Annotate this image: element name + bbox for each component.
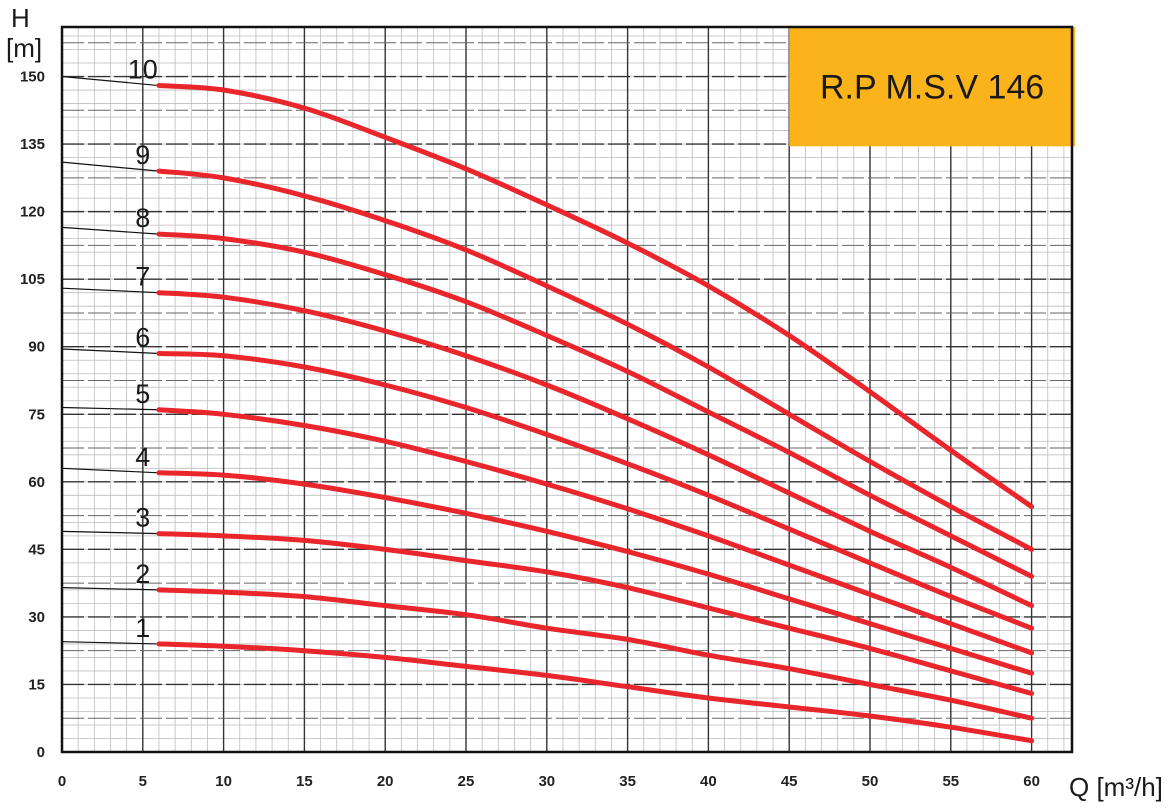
shutoff-line-2 <box>61 587 159 591</box>
x-tick-label: 20 <box>377 773 394 790</box>
curve-label-8: 8 <box>135 203 150 233</box>
curve-label-4: 4 <box>135 442 150 472</box>
y-tick-label: 45 <box>28 541 45 558</box>
title-box-background <box>789 27 1075 147</box>
curve-stage-8 <box>156 231 1035 579</box>
shutoff-line-1 <box>61 641 159 645</box>
x-tick-label: 30 <box>538 773 555 790</box>
curve-labels: 1 2 3 4 5 6 7 8 9 10 <box>128 55 158 643</box>
y-axis-ticks: 0 15 30 45 60 75 90 105 120 135 150 <box>20 69 45 761</box>
curve-stage-7 <box>156 290 1035 609</box>
x-tick-label: 5 <box>139 773 147 790</box>
x-tick-label: 45 <box>781 773 798 790</box>
x-tick-label: 15 <box>296 773 313 790</box>
curve-label-2: 2 <box>135 559 150 589</box>
x-tick-label: 10 <box>215 773 232 790</box>
curve-stage-1 <box>156 641 1035 744</box>
y-tick-label: 75 <box>28 406 45 423</box>
curve-stage-6 <box>156 351 1035 631</box>
curve-stage-4 <box>156 470 1035 676</box>
y-tick-label: 60 <box>28 474 45 491</box>
y-axis-title-unit: [m] <box>6 33 42 63</box>
curve-label-1: 1 <box>135 613 150 643</box>
shutoff-line-3 <box>61 530 159 535</box>
y-tick-label: 90 <box>28 339 45 356</box>
plot-frame <box>60 25 1074 754</box>
y-tick-label: 150 <box>20 69 45 86</box>
curve-label-6: 6 <box>135 322 150 352</box>
model-title: R.P M.S.V 146 <box>820 69 1044 107</box>
y-tick-label: 120 <box>20 204 45 221</box>
y-tick-label: 0 <box>37 744 45 761</box>
shutoff-line-9 <box>61 161 160 172</box>
curve-label-10: 10 <box>128 55 158 85</box>
curve-stage-3 <box>156 531 1035 696</box>
curve-stage-9 <box>156 168 1035 552</box>
x-tick-label: 50 <box>862 773 879 790</box>
curve-label-9: 9 <box>135 140 150 170</box>
curve-label-3: 3 <box>135 503 150 533</box>
plot-border <box>60 25 1074 754</box>
y-tick-label: 30 <box>28 609 45 626</box>
x-tick-label: 35 <box>619 773 636 790</box>
pump-curves <box>61 75 1035 744</box>
x-tick-label: 40 <box>700 773 717 790</box>
shutoff-line-7 <box>61 287 159 294</box>
shutoff-line-10 <box>61 75 160 87</box>
x-axis-title: Q [m³/h] <box>1069 772 1163 802</box>
x-tick-label: 55 <box>942 773 959 790</box>
curve-stage-2 <box>156 587 1035 721</box>
model-title-box: R.P M.S.V 146 <box>789 27 1075 147</box>
curve-label-7: 7 <box>135 262 150 292</box>
shutoff-line-6 <box>61 348 159 355</box>
x-tick-label: 60 <box>1023 773 1040 790</box>
shutoff-line-8 <box>61 226 160 235</box>
x-tick-label: 25 <box>458 773 475 790</box>
y-tick-label: 15 <box>28 676 45 693</box>
shutoff-line-4 <box>61 467 159 474</box>
y-axis-title-symbol: H <box>11 3 30 33</box>
curve-label-5: 5 <box>135 379 150 409</box>
x-tick-label: 0 <box>58 773 66 790</box>
x-axis-ticks: 0 5 10 15 20 25 30 35 40 45 50 55 60 <box>58 773 1040 790</box>
curve-stage-10 <box>156 83 1035 510</box>
curve-stage-5 <box>156 407 1035 656</box>
y-tick-label: 135 <box>20 136 45 153</box>
shutoff-line-5 <box>61 406 159 411</box>
y-tick-label: 105 <box>20 271 45 288</box>
